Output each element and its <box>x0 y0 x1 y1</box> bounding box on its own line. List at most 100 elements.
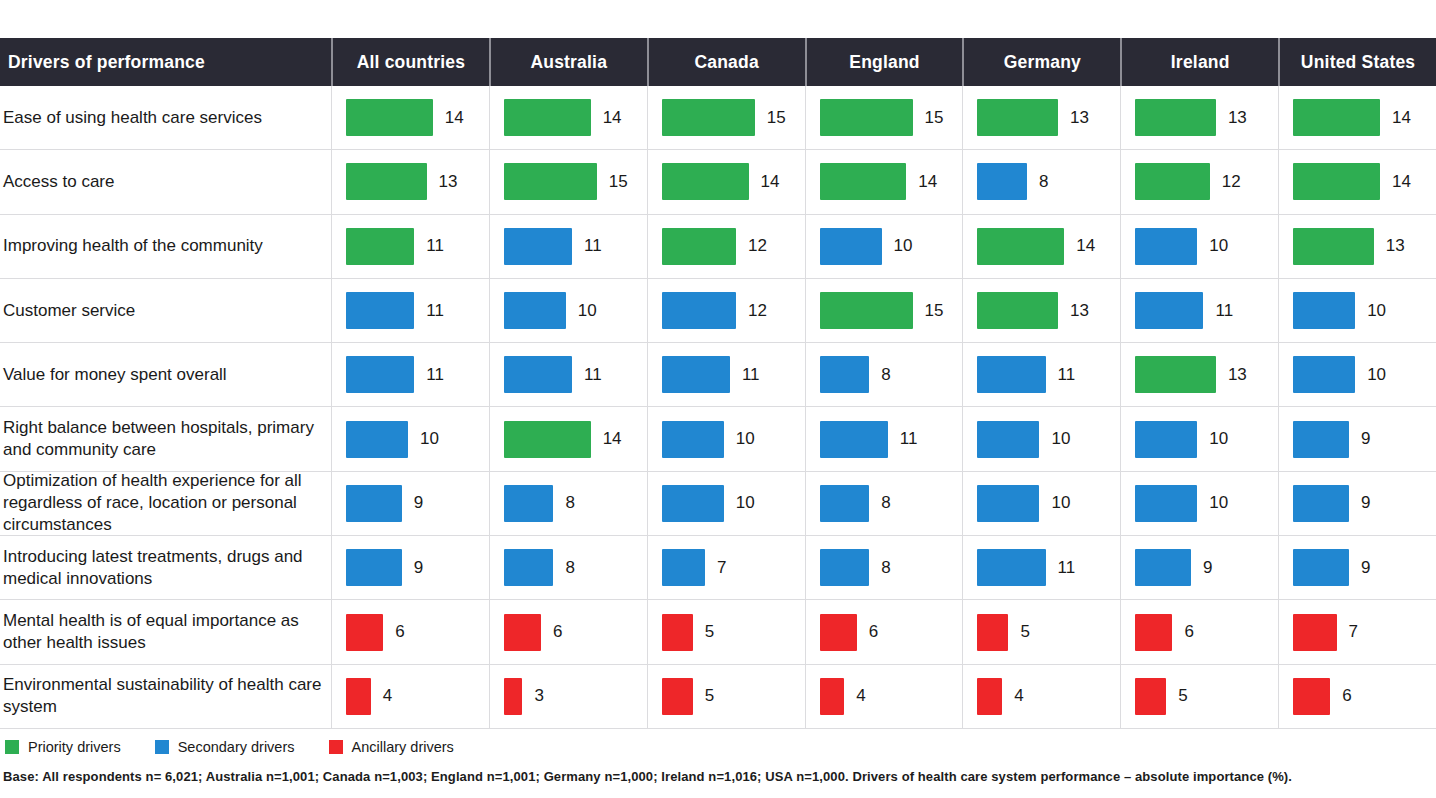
bar-cell: 10 <box>647 472 805 536</box>
bar-value: 11 <box>426 236 444 256</box>
secondary-bar <box>1293 549 1349 586</box>
bar-value: 6 <box>1184 622 1193 642</box>
bar-value: 14 <box>603 429 622 449</box>
bar-value: 6 <box>553 622 562 642</box>
bar-cell: 15 <box>805 279 963 343</box>
bar-cell: 14 <box>331 86 489 150</box>
ancillary-bar <box>662 614 693 651</box>
secondary-bar <box>977 421 1039 458</box>
priority-bar <box>820 163 907 200</box>
row-label: Access to care <box>0 150 331 214</box>
priority-bar <box>1135 163 1209 200</box>
priority-bar <box>1135 356 1216 393</box>
bar-value: 9 <box>1203 558 1212 578</box>
bar-cell: 8 <box>805 472 963 536</box>
bar-value: 13 <box>439 172 458 192</box>
header-cell-drivers-of-performance: Drivers of performance <box>0 38 331 86</box>
bar-value: 13 <box>1070 301 1089 321</box>
bar-value: 11 <box>900 429 918 449</box>
bar-cell: 14 <box>1278 86 1436 150</box>
bar-cell: 12 <box>647 215 805 279</box>
bar-value: 10 <box>1209 493 1228 513</box>
bar-cell: 10 <box>489 279 647 343</box>
bar-cell: 10 <box>962 407 1120 471</box>
bar-cell: 13 <box>1120 343 1278 407</box>
ancillary-bar <box>1135 614 1172 651</box>
bar-cell: 10 <box>647 407 805 471</box>
secondary-bar <box>662 356 730 393</box>
bar-cell: 10 <box>962 472 1120 536</box>
bar-cell: 6 <box>805 600 963 664</box>
bar-cell: 15 <box>647 86 805 150</box>
bar-value: 14 <box>1392 172 1411 192</box>
header-cell-germany: Germany <box>962 38 1120 86</box>
ancillary-bar <box>504 614 541 651</box>
ancillary-bar <box>1135 678 1166 715</box>
legend-label: Ancillary drivers <box>352 739 454 755</box>
bar-cell: 11 <box>331 279 489 343</box>
bar-value: 14 <box>761 172 780 192</box>
bar-value: 15 <box>767 108 786 128</box>
secondary-bar <box>977 163 1027 200</box>
bar-value: 9 <box>414 493 423 513</box>
bar-cell: 11 <box>331 343 489 407</box>
bar-cell: 13 <box>331 150 489 214</box>
bar-cell: 5 <box>647 665 805 729</box>
bar-cell: 10 <box>1120 472 1278 536</box>
bar-cell: 11 <box>331 215 489 279</box>
bar-value: 11 <box>1215 301 1233 321</box>
priority-bar <box>977 99 1058 136</box>
bar-cell: 11 <box>1120 279 1278 343</box>
secondary-bar <box>1293 485 1349 522</box>
secondary-bar <box>820 485 870 522</box>
bar-value: 8 <box>565 493 574 513</box>
bar-value: 15 <box>925 301 944 321</box>
ancillary-bar <box>1293 614 1336 651</box>
bar-value: 15 <box>925 108 944 128</box>
header-cell-australia: Australia <box>489 38 647 86</box>
bar-value: 8 <box>881 558 890 578</box>
priority-bar <box>1135 99 1216 136</box>
secondary-bar <box>346 485 402 522</box>
legend-item-ancillary: Ancillary drivers <box>329 739 454 755</box>
ancillary-bar <box>346 614 383 651</box>
bar-value: 10 <box>420 429 439 449</box>
secondary-bar <box>662 292 736 329</box>
header-cell-all-countries: All countries <box>331 38 489 86</box>
row-label: Optimization of health experience for al… <box>0 472 331 536</box>
bar-cell: 6 <box>1120 600 1278 664</box>
page: Drivers of performanceAll countriesAustr… <box>0 0 1436 798</box>
row-label: Value for money spent overall <box>0 343 331 407</box>
bar-cell: 14 <box>805 150 963 214</box>
bar-value: 6 <box>1342 686 1351 706</box>
row-label: Right balance between hospitals, primary… <box>0 407 331 471</box>
legend-swatch-priority <box>5 740 19 754</box>
priority-bar <box>504 99 591 136</box>
bar-cell: 14 <box>489 407 647 471</box>
bar-cell: 12 <box>647 279 805 343</box>
bar-cell: 11 <box>489 215 647 279</box>
bar-value: 4 <box>383 686 392 706</box>
bar-cell: 10 <box>1278 279 1436 343</box>
secondary-bar <box>1293 421 1349 458</box>
legend-item-secondary: Secondary drivers <box>155 739 295 755</box>
bar-cell: 13 <box>1278 215 1436 279</box>
legend-swatch-secondary <box>155 740 169 754</box>
priority-bar <box>1293 99 1380 136</box>
bar-value: 13 <box>1228 365 1247 385</box>
ancillary-bar <box>346 678 371 715</box>
secondary-bar <box>1135 485 1197 522</box>
secondary-bar <box>820 549 870 586</box>
secondary-bar <box>1135 421 1197 458</box>
bar-value: 10 <box>1367 301 1386 321</box>
bar-value: 5 <box>1178 686 1187 706</box>
priority-bar <box>820 292 913 329</box>
secondary-bar <box>1135 228 1197 265</box>
bar-cell: 9 <box>1120 536 1278 600</box>
legend: Priority driversSecondary driversAncilla… <box>5 739 1436 755</box>
bar-cell: 8 <box>489 472 647 536</box>
bar-cell: 5 <box>962 600 1120 664</box>
bar-value: 4 <box>856 686 865 706</box>
bar-cell: 11 <box>647 343 805 407</box>
priority-bar <box>1293 228 1374 265</box>
